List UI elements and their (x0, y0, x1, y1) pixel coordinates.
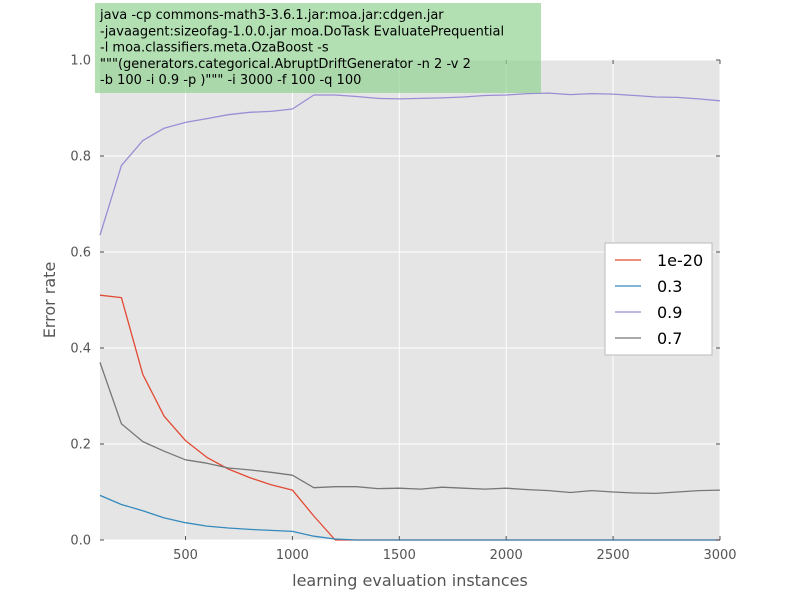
y-tick-label: 0.2 (70, 438, 91, 453)
x-tick-label: 500 (173, 548, 198, 563)
y-tick-label: 0.4 (70, 342, 91, 357)
y-tick-label: 0.8 (70, 150, 91, 165)
legend-label: 0.3 (657, 277, 682, 296)
command-annotation: java -cp commons-math3-3.6.1.jar:moa.jar… (95, 3, 541, 93)
legend-label: 1e-20 (657, 251, 703, 270)
command-line: -l moa.classifiers.meta.OzaBoost -s (100, 41, 329, 56)
command-line: java -cp commons-math3-3.6.1.jar:moa.jar… (99, 8, 444, 23)
command-line: -b 100 -i 0.9 -p )""" -i 3000 -f 100 -q … (100, 73, 361, 88)
y-tick-label: 0.6 (70, 246, 91, 261)
y-tick-label: 1.0 (70, 54, 91, 69)
x-tick-label: 2500 (597, 548, 630, 563)
legend: 1e-20 0.3 0.9 0.7 (605, 243, 712, 355)
legend-label: 0.7 (657, 329, 682, 348)
y-axis-label: Error rate (40, 262, 59, 339)
x-tick-label: 1000 (276, 548, 309, 563)
y-tick-label: 0.0 (70, 534, 91, 549)
legend-label: 0.9 (657, 303, 682, 322)
command-line: -javaagent:sizeofag-1.0.0.jar moa.DoTask… (100, 24, 504, 39)
command-line: """(generators.categorical.AbruptDriftGe… (100, 57, 471, 72)
x-tick-label: 3000 (703, 548, 736, 563)
x-axis-label: learning evaluation instances (292, 571, 528, 590)
x-tick-label: 1500 (383, 548, 416, 563)
x-tick-label: 2000 (490, 548, 523, 563)
